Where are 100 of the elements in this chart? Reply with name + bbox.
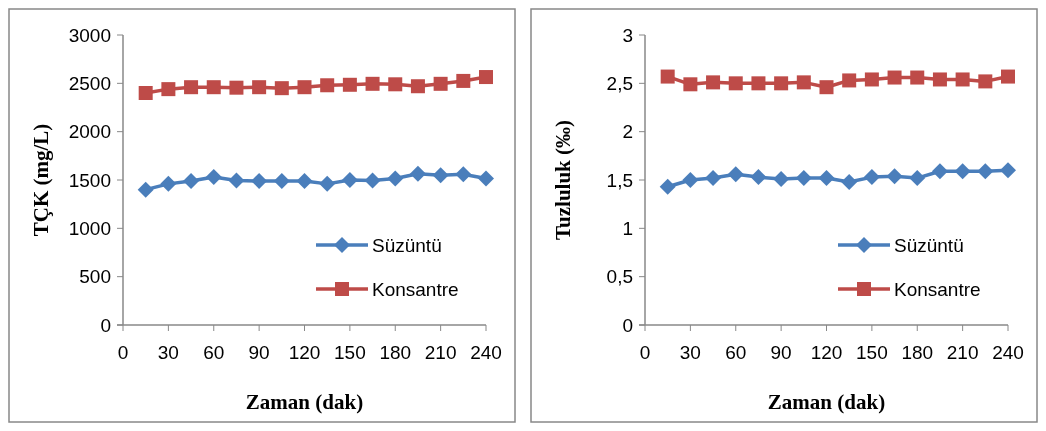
x-tick-label: 240 — [992, 342, 1024, 363]
y-tick-label: 0 — [622, 314, 633, 336]
point — [456, 73, 471, 88]
y-axis-title: TÇK (mg/L) — [29, 123, 53, 237]
x-axis-title: Zaman (dak) — [245, 390, 364, 414]
y-tick-label: 2500 — [68, 72, 111, 94]
legend-label: Süzüntü — [372, 234, 442, 256]
point — [229, 80, 244, 95]
y-tick-label: 2000 — [68, 121, 111, 143]
point — [842, 73, 857, 88]
point — [387, 170, 404, 187]
point — [364, 172, 381, 189]
point — [138, 86, 153, 100]
point — [818, 170, 835, 187]
point — [727, 166, 744, 183]
x-tick-label: 180 — [901, 342, 934, 363]
y-tick-label: 2,5 — [606, 72, 633, 94]
point — [932, 72, 947, 87]
x-tick-label: 210 — [424, 342, 457, 363]
x-tick-label: 150 — [856, 342, 888, 363]
x-tick-label: 120 — [810, 342, 843, 363]
point — [297, 80, 312, 95]
point — [931, 163, 948, 180]
x-tick-label: 120 — [288, 342, 321, 363]
point — [886, 168, 903, 185]
point — [137, 181, 154, 198]
point — [409, 165, 426, 182]
x-tick-label: 90 — [770, 342, 792, 363]
point — [909, 170, 926, 187]
point — [1000, 162, 1016, 179]
point — [864, 72, 879, 87]
x-tick-label: 0 — [117, 342, 129, 363]
point — [341, 172, 358, 188]
point — [274, 81, 289, 96]
point — [819, 80, 834, 95]
point — [228, 172, 245, 189]
point — [161, 82, 176, 97]
x-tick-label: 60 — [725, 342, 747, 363]
point — [252, 80, 267, 95]
point — [774, 76, 789, 91]
point — [388, 77, 403, 92]
x-tick-label: 30 — [679, 342, 701, 363]
point — [728, 76, 743, 91]
point — [319, 175, 336, 192]
y-tick-label: 1500 — [68, 169, 111, 191]
point — [659, 178, 676, 195]
legend-label: Konsantre — [894, 278, 981, 300]
y-tick-label: 1 — [622, 217, 633, 239]
point — [978, 74, 993, 89]
point — [955, 72, 970, 87]
point — [705, 170, 722, 187]
y-tick-label: 2 — [622, 121, 633, 143]
point — [683, 77, 698, 92]
point — [773, 171, 790, 188]
x-tick-label: 240 — [470, 342, 502, 363]
point — [887, 70, 902, 85]
point — [160, 175, 177, 192]
point — [841, 173, 858, 190]
y-tick-label: 500 — [79, 266, 111, 288]
x-tick-label: 0 — [639, 342, 651, 363]
x-tick-label: 60 — [203, 342, 225, 363]
x-tick-label: 150 — [334, 342, 366, 363]
x-tick-label: 210 — [946, 342, 979, 363]
point — [365, 76, 380, 91]
point — [273, 172, 290, 189]
point — [479, 70, 493, 85]
point — [205, 169, 222, 186]
point — [750, 169, 767, 186]
point — [410, 79, 425, 94]
legend-label: Süzüntü — [894, 234, 964, 256]
point — [184, 80, 199, 95]
point — [910, 70, 925, 85]
point — [795, 170, 812, 187]
point — [206, 80, 221, 95]
y-tick-label: 0 — [100, 314, 111, 336]
x-tick-label: 30 — [157, 342, 179, 363]
point — [478, 170, 494, 187]
point — [1001, 69, 1015, 84]
point — [432, 167, 449, 184]
x-axis-title: Zaman (dak) — [767, 390, 886, 414]
point — [455, 166, 472, 183]
y-tick-label: 1,5 — [606, 169, 633, 191]
point — [796, 75, 811, 90]
point — [977, 163, 994, 180]
point — [342, 77, 357, 92]
point — [433, 76, 448, 91]
point — [251, 172, 268, 189]
x-tick-label: 180 — [379, 342, 412, 363]
y-axis-title: Tuzluluk (‰) — [551, 119, 575, 241]
y-tick-label: 3 — [622, 24, 633, 46]
point — [296, 172, 313, 189]
y-tick-label: 0,5 — [606, 266, 633, 288]
point — [183, 172, 200, 189]
point — [682, 172, 699, 188]
y-tick-label: 1000 — [68, 217, 111, 239]
point — [863, 169, 880, 186]
point — [751, 76, 766, 91]
point — [660, 69, 675, 84]
point — [954, 163, 971, 180]
y-tick-label: 3000 — [68, 24, 111, 46]
